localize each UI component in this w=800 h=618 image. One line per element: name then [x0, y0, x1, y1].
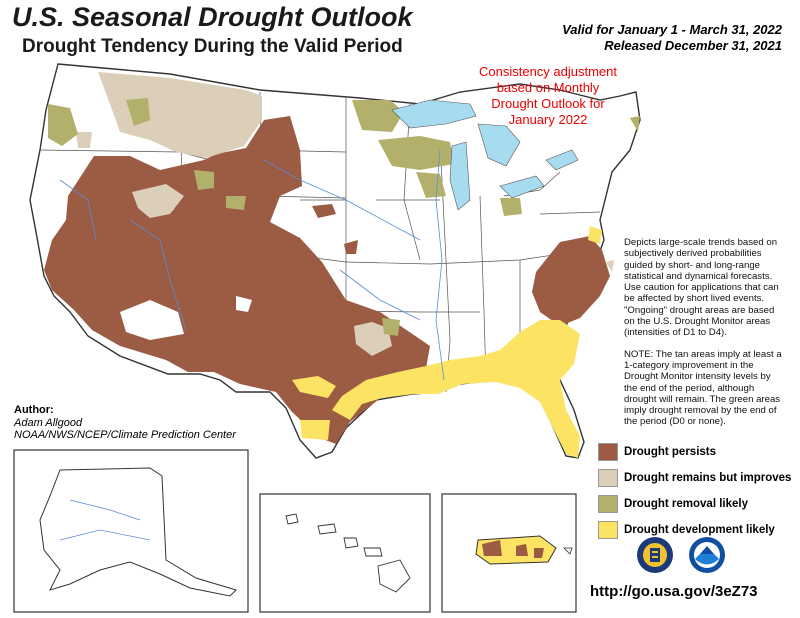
consistency-line: Drought Outlook for	[491, 96, 605, 111]
consistency-line: January 2022	[508, 112, 588, 127]
noaa-logo-icon	[689, 537, 725, 573]
legend: Drought persists Drought remains but imp…	[598, 439, 791, 543]
legend-label: Drought persists	[624, 446, 717, 458]
consistency-note: Consistency adjustment based on Monthly …	[458, 64, 638, 128]
author-name: Adam Allgood	[14, 416, 83, 429]
legend-label: Drought removal likely	[624, 498, 748, 510]
legend-label: Drought development likely	[624, 524, 775, 536]
valid-period: Valid for January 1 - March 31, 2022 Rel…	[562, 22, 782, 54]
legend-label: Drought remains but improves	[624, 472, 792, 484]
legend-swatch	[598, 443, 618, 461]
legend-swatch	[598, 495, 618, 513]
released-date-line: Released December 31, 2021	[604, 38, 782, 53]
valid-date-line: Valid for January 1 - March 31, 2022	[562, 22, 782, 37]
consistency-line: Consistency adjustment	[478, 64, 617, 79]
legend-item-persists: Drought persists	[598, 439, 791, 465]
usda-seal-icon	[637, 537, 673, 573]
legend-swatch	[598, 521, 618, 539]
drought-improves-areas	[76, 72, 614, 356]
great-lakes	[391, 99, 579, 211]
drought-development-areas	[292, 226, 602, 458]
consistency-line: based on Monthly	[496, 80, 600, 95]
source-url[interactable]: http://go.usa.gov/3eZ73	[590, 583, 758, 600]
hawaii-inset	[259, 493, 431, 613]
rivers	[59, 149, 445, 381]
legend-item-removal: Drought removal likely	[598, 491, 791, 517]
alaska-inset	[13, 449, 249, 613]
legend-item-development: Drought development likely	[598, 517, 791, 543]
legend-swatch	[598, 469, 618, 487]
drought-removal-areas	[48, 98, 640, 336]
description-text: Depicts large-scale trends based on subj…	[624, 237, 786, 438]
author-block: Author: Adam Allgood NOAA/NWS/NCEP/Clima…	[14, 404, 236, 442]
puerto-rico-inset	[441, 493, 577, 613]
description-note: NOTE: The tan areas imply at least a 1-c…	[624, 348, 782, 428]
description-paragraph: Depicts large-scale trends based on subj…	[624, 237, 779, 339]
author-label: Author:	[14, 404, 54, 416]
author-org: NOAA/NWS/NCEP/Climate Prediction Center	[14, 429, 236, 441]
legend-item-improves: Drought remains but improves	[598, 465, 791, 491]
map-title: U.S. Seasonal Drought Outlook	[12, 2, 413, 32]
map-subtitle: Drought Tendency During the Valid Period	[22, 36, 403, 57]
